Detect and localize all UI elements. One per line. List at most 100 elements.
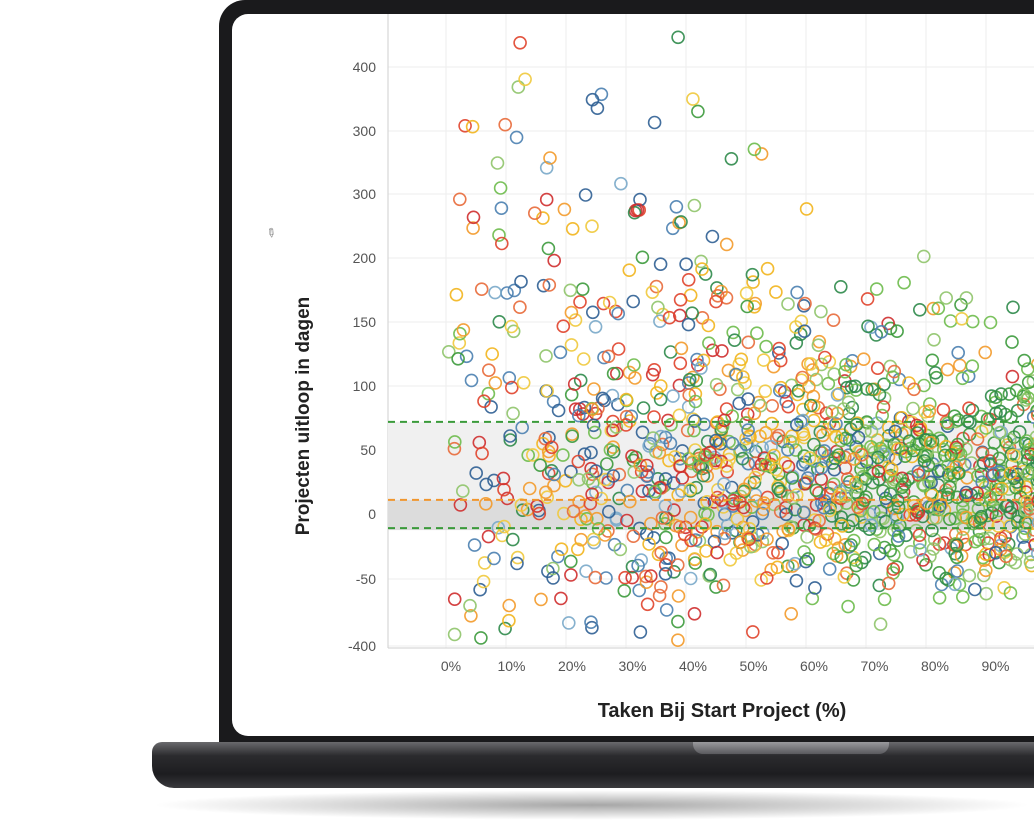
data-point — [932, 565, 947, 580]
data-point — [667, 503, 681, 517]
data-point — [588, 570, 603, 585]
data-point — [974, 509, 989, 524]
laptop-shadow — [150, 790, 1034, 820]
data-point — [653, 379, 668, 393]
data-point — [564, 568, 578, 582]
data-point — [1007, 471, 1022, 486]
data-point — [859, 454, 874, 469]
data-point — [496, 471, 511, 486]
data-point — [635, 425, 650, 440]
data-point — [652, 445, 667, 460]
data-point — [477, 394, 491, 409]
data-point — [491, 520, 506, 535]
data-point — [639, 458, 654, 473]
data-point — [725, 436, 740, 451]
data-point — [775, 536, 790, 551]
data-point — [899, 444, 913, 459]
data-point — [970, 432, 985, 446]
data-point — [463, 598, 477, 613]
data-point — [488, 376, 503, 390]
data-point — [506, 406, 520, 421]
data-point — [642, 537, 656, 551]
data-point — [940, 362, 955, 377]
x-tick-label: 90% — [981, 658, 1009, 674]
data-point — [789, 336, 804, 350]
data-point — [698, 517, 713, 531]
data-point — [687, 423, 701, 438]
data-point — [949, 440, 964, 455]
laptop-notch — [693, 742, 889, 754]
data-point — [636, 401, 651, 415]
data-point — [740, 407, 755, 422]
data-point — [703, 567, 718, 582]
data-point — [695, 262, 709, 276]
data-point — [617, 583, 632, 598]
y-tick-label: -400 — [348, 638, 376, 654]
data-point — [1002, 432, 1017, 447]
data-point — [514, 274, 528, 289]
data-point — [650, 386, 664, 400]
data-point — [651, 547, 666, 562]
data-point — [556, 319, 571, 334]
data-point — [494, 236, 509, 251]
data-point — [814, 461, 829, 475]
data-point — [606, 469, 621, 483]
data-point — [681, 317, 696, 332]
data-point — [589, 464, 603, 478]
data-point — [730, 512, 745, 526]
data-point — [891, 500, 906, 515]
data-point — [668, 518, 683, 533]
y-tick-label: 200 — [353, 250, 377, 266]
data-point — [766, 545, 780, 560]
data-point — [929, 370, 944, 385]
data-point — [848, 553, 863, 567]
data-point — [565, 429, 580, 444]
data-point — [1004, 410, 1018, 425]
data-point — [448, 435, 462, 449]
data-point — [603, 443, 618, 457]
data-point — [813, 535, 828, 549]
data-point — [680, 423, 695, 438]
data-point — [675, 484, 689, 498]
data-point — [594, 87, 609, 102]
data-point — [473, 582, 487, 597]
data-point — [1019, 393, 1034, 407]
data-point — [647, 410, 661, 424]
data-point — [694, 254, 708, 269]
data-point — [1017, 353, 1032, 368]
data-point — [533, 458, 548, 473]
data-point — [652, 588, 667, 603]
data-point — [915, 509, 930, 524]
data-point — [839, 357, 853, 372]
data-point — [907, 498, 921, 513]
data-point — [538, 485, 553, 500]
data-point — [772, 383, 787, 398]
data-point — [688, 533, 703, 547]
data-point — [538, 431, 553, 446]
data-point — [821, 376, 836, 391]
data-point — [773, 484, 788, 499]
data-point — [659, 530, 673, 545]
data-point — [585, 219, 599, 233]
data-point — [994, 387, 1008, 401]
data-point — [681, 272, 696, 287]
data-point — [732, 396, 747, 411]
data-point — [758, 384, 773, 399]
data-point — [977, 532, 991, 546]
data-point — [601, 504, 616, 519]
data-point — [912, 302, 927, 317]
data-point — [1017, 540, 1032, 555]
data-point — [737, 482, 752, 497]
data-point — [948, 577, 962, 592]
x-tick-label: 80% — [921, 658, 949, 674]
data-point — [844, 538, 858, 552]
data-point — [710, 281, 724, 295]
data-point — [570, 542, 585, 557]
data-point — [985, 468, 1000, 483]
data-point — [699, 460, 714, 474]
data-point — [916, 249, 931, 264]
y-tick-label: 50 — [360, 442, 376, 458]
data-point — [589, 511, 604, 526]
data-point — [729, 367, 743, 382]
data-point — [818, 350, 832, 365]
